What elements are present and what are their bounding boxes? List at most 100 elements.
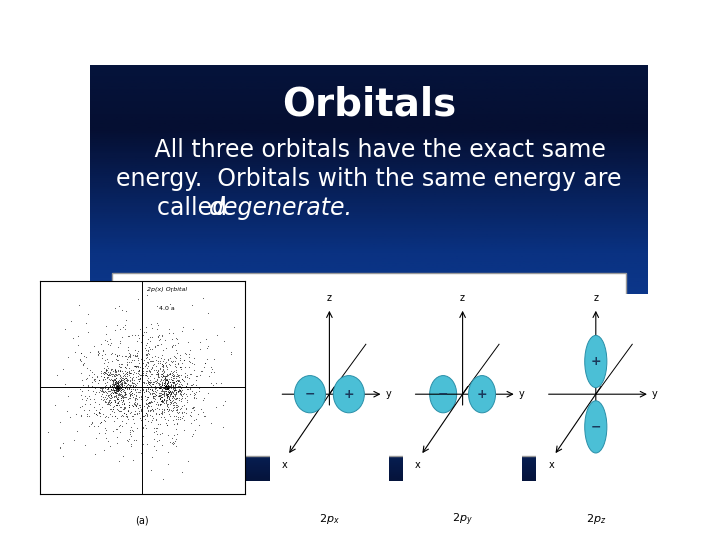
Point: [126, 374, 138, 382]
Point: [135, 393, 147, 401]
Point: [154, 380, 166, 388]
Point: [170, 377, 181, 386]
Point: [110, 378, 122, 387]
Text: Orbitals: Orbitals: [282, 85, 456, 123]
Point: [96, 383, 107, 392]
Point: [61, 407, 73, 415]
Point: [114, 382, 125, 390]
Point: [140, 379, 152, 388]
Point: [123, 332, 135, 340]
Point: [170, 372, 181, 380]
Point: [166, 373, 177, 381]
Point: [119, 390, 130, 399]
Point: [112, 377, 123, 386]
Point: [146, 389, 158, 397]
Point: [117, 374, 129, 382]
Point: [153, 381, 165, 389]
Point: [169, 390, 181, 399]
Point: [106, 390, 117, 399]
Point: [170, 441, 181, 450]
Point: [156, 382, 167, 390]
Point: [102, 383, 114, 392]
Point: [127, 385, 139, 394]
Point: [115, 407, 127, 415]
Point: [152, 359, 163, 368]
Point: [152, 369, 163, 378]
Point: [114, 336, 125, 345]
Point: [179, 362, 191, 371]
Point: [103, 397, 114, 406]
Point: [113, 383, 125, 391]
Point: [179, 372, 191, 380]
Point: [99, 368, 110, 376]
Point: [164, 382, 176, 390]
Point: [148, 360, 159, 368]
Point: [118, 375, 130, 384]
Point: [161, 376, 173, 384]
Point: [109, 398, 121, 407]
Point: [152, 392, 163, 400]
Point: [103, 400, 114, 408]
Point: [116, 362, 127, 371]
Point: [99, 369, 110, 378]
Point: [80, 396, 91, 404]
Point: [125, 390, 136, 399]
Point: [114, 377, 126, 386]
Point: [109, 407, 120, 416]
Point: [156, 373, 168, 381]
Point: [108, 416, 120, 425]
Point: [123, 384, 135, 393]
Point: [167, 440, 179, 448]
Point: [102, 413, 113, 421]
Point: [112, 376, 124, 385]
Point: [99, 359, 110, 367]
Point: [111, 387, 122, 395]
Point: [160, 382, 171, 390]
Text: 2p(x) Orbital: 2p(x) Orbital: [147, 287, 187, 292]
Point: [112, 382, 123, 390]
Point: [163, 360, 175, 369]
Point: [110, 392, 122, 401]
Point: [163, 374, 174, 383]
Point: [148, 366, 159, 374]
Point: [160, 382, 171, 391]
Point: [122, 367, 133, 376]
Point: [112, 384, 124, 393]
Point: [102, 399, 114, 408]
Point: [151, 319, 163, 327]
Point: [94, 400, 105, 409]
Point: [150, 384, 162, 393]
Point: [148, 424, 159, 433]
Point: [111, 381, 122, 389]
Point: [139, 362, 150, 370]
Point: [168, 402, 180, 411]
Point: [144, 389, 156, 398]
Point: [188, 388, 199, 397]
Point: [176, 387, 187, 396]
Point: [166, 387, 178, 395]
Point: [148, 377, 159, 386]
Point: [120, 379, 132, 387]
Point: [187, 325, 199, 334]
Point: [133, 366, 145, 374]
Ellipse shape: [585, 401, 607, 453]
Point: [116, 411, 127, 420]
Point: [160, 382, 171, 391]
Point: [144, 406, 156, 414]
Point: [106, 393, 117, 401]
Point: [85, 400, 96, 408]
Point: [115, 380, 127, 388]
Point: [135, 373, 146, 382]
Point: [107, 377, 119, 386]
Point: [110, 376, 122, 385]
Point: [115, 374, 127, 383]
Point: [169, 380, 181, 388]
Point: [150, 367, 162, 376]
Point: [145, 417, 157, 426]
Point: [172, 382, 184, 391]
Point: [154, 389, 166, 398]
Point: [164, 368, 176, 377]
Point: [75, 410, 86, 419]
Point: [107, 383, 119, 391]
Point: [107, 379, 119, 388]
